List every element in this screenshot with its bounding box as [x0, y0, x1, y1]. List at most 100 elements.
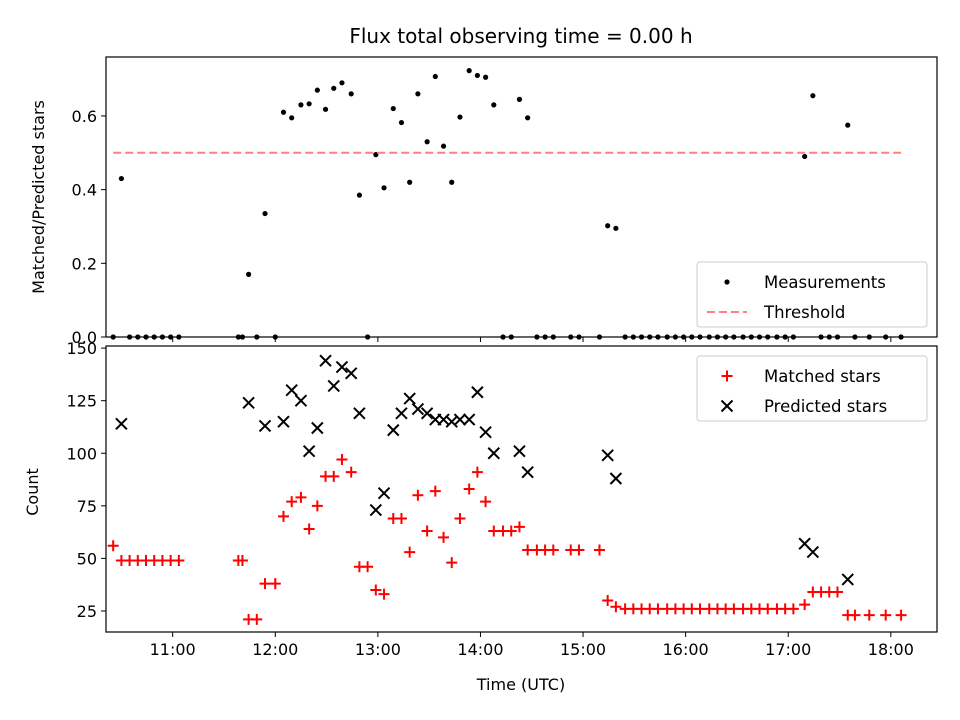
predicted-stars-point [513, 444, 526, 458]
legend-measurements-label: Measurements [764, 273, 886, 292]
predicted-stars-point [335, 360, 349, 374]
measurement-point [440, 143, 447, 149]
predicted-stars-point [445, 415, 458, 428]
matched-stars-point [286, 496, 298, 508]
bottom-axes-frame [105, 345, 938, 633]
predicted-stars-point [521, 465, 534, 479]
matched-stars-point [421, 525, 433, 537]
measurement-point [613, 225, 619, 231]
matched-stars-point [488, 525, 500, 537]
top-y-tick-label: 0.6 [72, 107, 97, 126]
predicted-stars-point [258, 419, 272, 433]
measurement-point [298, 102, 304, 108]
matched-stars-point [728, 603, 740, 615]
matched-stars-point [412, 489, 424, 501]
matched-stars-point [547, 544, 559, 556]
matched-stars-point [295, 491, 307, 503]
bottom-x-axis-label: Time (UTC) [476, 675, 565, 694]
top-chart-title: Flux total observing time = 0.00 h [349, 24, 692, 48]
bottom-x-tick-label: 15:00 [560, 640, 606, 659]
bottom-legend: Matched stars Predicted stars [696, 355, 928, 422]
predicted-stars-point [294, 394, 308, 407]
matched-stars-point [799, 599, 811, 611]
bottom-y-tick-label: 50 [77, 549, 97, 568]
matched-stars-point [880, 609, 892, 621]
matched-stars-point [236, 555, 248, 566]
bottom-y-tick-label: 75 [77, 497, 97, 516]
measurement-point [407, 179, 413, 185]
matched-stars-point [895, 609, 907, 621]
measurement-point [306, 101, 312, 107]
predicted-stars-point [115, 417, 128, 431]
matched-stars-point [513, 521, 525, 533]
legend-matched-stars-marker [721, 370, 733, 382]
matched-stars-point [863, 609, 875, 621]
matched-stars-point [471, 466, 483, 478]
predicted-stars-point [344, 367, 358, 380]
legend-matched-stars-label: Matched stars [764, 367, 881, 386]
top-y-tick-label: 0.4 [72, 181, 97, 200]
predicted-stars-point [841, 573, 854, 586]
measurement-point [348, 91, 354, 97]
measurement-point [424, 139, 430, 145]
matched-stars-point [173, 555, 185, 566]
predicted-stars-point [411, 402, 425, 416]
matched-stars-point [395, 512, 407, 524]
predicted-stars-point [377, 486, 391, 500]
measurement-point [845, 122, 851, 128]
predicted-stars-point [609, 472, 623, 485]
bottom-legend-box [696, 355, 928, 422]
top-y-tick-label: 0.2 [72, 254, 97, 273]
matched-stars-point [652, 603, 664, 615]
measurement-point [322, 106, 329, 112]
legend-threshold-label: Threshold [763, 303, 845, 322]
bottom-plot-area: 25 50 75 100 125 150 11:00 12:00 13:00 14:00 15:00… [66, 339, 913, 659]
matched-stars-point [610, 601, 622, 613]
bottom-y-tick-label: 100 [66, 444, 97, 463]
predicted-stars-point [369, 503, 383, 517]
legend-predicted-stars-marker [720, 399, 734, 413]
matched-stars-point [311, 500, 323, 512]
matched-stars-point [328, 470, 340, 482]
measurement-point [516, 96, 523, 102]
predicted-stars-point [479, 426, 492, 439]
matched-stars-point [362, 561, 374, 573]
predicted-stars-point [395, 407, 408, 420]
measurement-point [474, 72, 480, 79]
matched-stars-point [336, 454, 348, 466]
top-legend-box [696, 261, 928, 328]
measurement-point [605, 223, 611, 229]
predicted-stars-point [387, 423, 400, 437]
predicted-stars-point [601, 449, 614, 462]
bottom-y-tick-label: 125 [66, 392, 97, 411]
measurement-point [810, 93, 816, 99]
legend-predicted-stars-label: Predicted stars [764, 397, 887, 416]
predicted-stars-point [420, 407, 434, 420]
measurement-point [398, 119, 405, 126]
matched-stars-point [370, 584, 382, 596]
measurement-point [432, 73, 438, 80]
matched-stars-point [345, 466, 357, 478]
measurement-point [457, 114, 463, 120]
matched-stars-point [454, 512, 466, 524]
matched-stars-point [762, 603, 774, 615]
measurement-point [339, 80, 345, 86]
matched-stars-point [573, 544, 585, 556]
predicted-stars-point [353, 407, 366, 420]
matched-stars-point [303, 523, 315, 535]
bottom-x-tick-label: 11:00 [150, 640, 196, 659]
matched-stars-point [522, 544, 534, 556]
predicted-stars-point [437, 413, 450, 426]
legend-measurements-marker [724, 279, 730, 285]
matched-stars-point [849, 609, 861, 621]
measurement-point [390, 105, 396, 112]
predicted-stars-point [302, 444, 316, 458]
predicted-stars-point [453, 413, 467, 426]
bottom-x-tick-label: 12:00 [252, 640, 298, 659]
matched-stars-point [429, 485, 441, 497]
matched-stars-point [277, 510, 289, 522]
measurement-point [466, 68, 472, 74]
matched-stars-point [480, 496, 492, 508]
matched-stars-point [446, 557, 458, 569]
matched-stars-point [694, 603, 706, 615]
